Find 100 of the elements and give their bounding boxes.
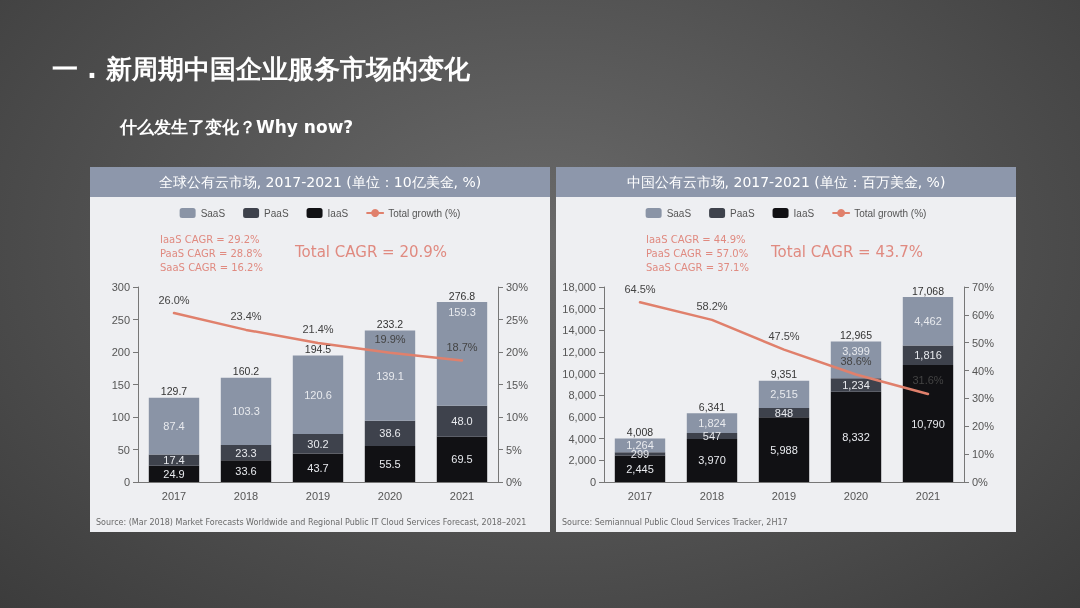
total-label: 6,341 (698, 400, 726, 413)
y-tick-label: 4,000 (568, 432, 596, 445)
data-label: 10,790 (911, 417, 945, 430)
data-label: 120.6 (304, 388, 332, 401)
legend-label: PaaS (264, 207, 289, 219)
y2-tick-label: 50% (972, 336, 995, 349)
y2-tick-label: 30% (972, 392, 995, 405)
bar (436, 405, 488, 437)
y2-tick-label: 70% (972, 281, 995, 293)
bar (436, 302, 488, 406)
data-label: 8,332 (842, 430, 870, 443)
total-label: 129.7 (160, 385, 188, 398)
data-label: 19.9% (374, 333, 406, 346)
data-label: 23.3 (235, 446, 257, 459)
bar (220, 460, 272, 482)
data-label: 26.0% (158, 293, 190, 306)
text: SaaS CAGR = 16.2% (160, 261, 263, 275)
y2-tick-label: 20% (972, 420, 995, 433)
x-tick-label: 2021 (915, 489, 941, 502)
bar (758, 417, 810, 482)
text: PaaS CAGR = 57.0% (646, 247, 749, 261)
bar (220, 377, 272, 446)
data-label: 58.2% (696, 300, 728, 313)
total-label: 17,068 (911, 284, 945, 297)
data-label: 547 (702, 430, 722, 443)
y-tick-label: 200 (111, 346, 130, 358)
text: Total CAGR = 20.9% (295, 243, 448, 261)
y2-tick-label: 5% (506, 443, 523, 456)
bar (292, 453, 344, 482)
y2-tick-label: 10% (972, 448, 995, 461)
data-label: 17.4 (163, 454, 185, 467)
x-tick-label: 2021 (449, 489, 475, 502)
data-label: 48.0 (451, 415, 473, 428)
bar (292, 355, 344, 434)
legend-label: IaaS (327, 207, 349, 219)
bar (830, 391, 882, 482)
y2-tick-label: 10% (506, 411, 529, 423)
x-tick-label: 2019 (305, 489, 331, 502)
text: PaaS CAGR = 28.8% (160, 247, 263, 261)
legend-label: IaaS (793, 207, 815, 219)
x-tick-label: 2018 (233, 489, 259, 502)
bar (436, 436, 488, 482)
bar (902, 297, 954, 346)
bar (902, 365, 954, 482)
y2-tick-label: 0% (972, 476, 989, 488)
y2-tick-label: 15% (506, 378, 529, 391)
text: SaaS CAGR = 37.1% (646, 261, 749, 275)
data-label: 64.5% (624, 282, 656, 295)
data-label: 18.7% (446, 340, 478, 353)
total-label: 194.5 (304, 343, 332, 356)
y2-tick-label: 25% (506, 313, 529, 326)
legend-label: Total growth (%) (388, 207, 461, 219)
x-tick-label: 2020 (843, 489, 869, 502)
data-label: 69.5 (451, 453, 473, 466)
total-label: 12,965 (839, 329, 873, 342)
y-tick-label: 250 (111, 313, 130, 326)
data-label: 47.5% (768, 330, 800, 343)
data-label: 30.2 (307, 437, 329, 450)
data-label: 4,462 (914, 315, 942, 328)
y-tick-label: 0 (589, 476, 596, 488)
legend-label: PaaS (730, 207, 755, 219)
x-tick-label: 2017 (627, 489, 653, 502)
data-label: 55.5 (379, 457, 401, 470)
y2-tick-label: 40% (972, 364, 995, 377)
x-tick-label: 2019 (771, 489, 797, 502)
text: 一 . 新周期中国企业服务市场的变化 (52, 53, 470, 86)
bar (364, 420, 416, 446)
total-label: 160.2 (232, 365, 260, 378)
x-tick-label: 2018 (699, 489, 725, 502)
y-tick-label: 12,000 (562, 346, 596, 358)
y-tick-label: 300 (111, 281, 130, 293)
bar (364, 330, 416, 421)
bar (292, 433, 344, 454)
y-tick-label: 6,000 (568, 411, 596, 423)
y-tick-label: 16,000 (562, 302, 596, 315)
source-note: Source: Semiannual Public Cloud Services Tracker, 2H17 (562, 517, 789, 528)
y-tick-label: 14,000 (562, 324, 596, 337)
y-tick-label: 10,000 (562, 367, 596, 380)
text: Total CAGR = 43.7% (771, 243, 924, 261)
data-label: 3,970 (698, 454, 726, 467)
text: 什么发生了变化？Why now? (120, 116, 354, 139)
data-label: 5,988 (770, 443, 798, 456)
text: IaaS CAGR = 44.9% (646, 233, 747, 247)
data-label: 139.1 (376, 369, 404, 382)
y-tick-label: 50 (117, 443, 130, 456)
data-label: 21.4% (302, 323, 334, 336)
chart-title: 全球公有云市场, 2017-2021 (单位：10亿美金, %) (90, 167, 550, 197)
y2-tick-label: 60% (972, 308, 995, 321)
y2-tick-label: 20% (506, 346, 529, 358)
total-label: 9,351 (770, 368, 798, 381)
y-tick-label: 100 (111, 411, 130, 423)
total-label: 233.2 (376, 317, 404, 330)
data-label: 159.3 (448, 305, 476, 318)
y-tick-label: 2,000 (568, 454, 596, 467)
data-label: 87.4 (163, 420, 185, 433)
data-label: 103.3 (232, 405, 260, 418)
data-label: 23.4% (230, 310, 262, 323)
bar (148, 397, 200, 455)
data-label: 38.6 (379, 427, 401, 440)
data-label: 43.7 (307, 461, 329, 474)
